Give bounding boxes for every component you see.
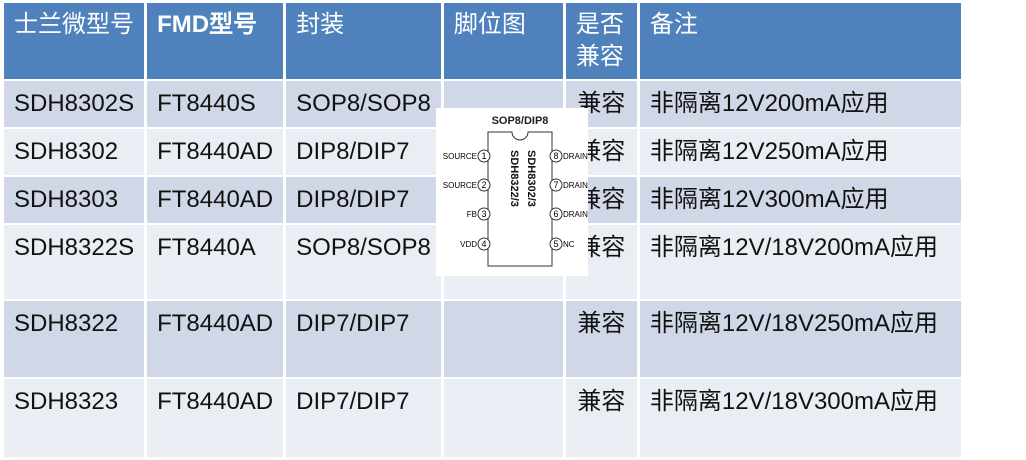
chip-label-8302: SDH8302/3 xyxy=(525,150,537,207)
header-compatible: 是否兼容 xyxy=(565,3,637,79)
cell-compat: 兼容 xyxy=(565,379,637,457)
pin-1: 1 SOURCE xyxy=(443,149,491,163)
cell-fmd: FT8440S xyxy=(147,81,284,127)
diagram-title: SOP8/DIP8 xyxy=(492,115,549,127)
cell-package: DIP7/DIP7 xyxy=(286,301,441,377)
svg-text:6: 6 xyxy=(553,209,558,219)
svg-text:8: 8 xyxy=(553,151,558,161)
pin-8: 8 DRAIN xyxy=(549,149,588,163)
pin-5: 5 NC xyxy=(549,237,575,251)
chip-outline xyxy=(487,131,553,267)
table-row: SDH8322S FT8440A SOP8/SOP8 兼容 非隔离12V/18V… xyxy=(4,225,961,299)
svg-text:FB: FB xyxy=(467,210,477,219)
cell-package: DIP7/DIP7 xyxy=(286,379,441,457)
svg-text:DRAIN: DRAIN xyxy=(563,181,588,190)
svg-text:SOURCE: SOURCE xyxy=(443,181,477,190)
table-row: SDH8302S FT8440S SOP8/SOP8 兼容 非隔离12V200m… xyxy=(4,81,961,127)
cell-silan: SDH8302 xyxy=(4,129,145,175)
svg-text:NC: NC xyxy=(563,240,575,249)
cell-package: DIP8/DIP7 xyxy=(286,129,441,175)
cell-note: 非隔离12V/18V300mA应用 xyxy=(639,379,961,457)
cell-package: DIP8/DIP7 xyxy=(286,177,441,223)
pin-6: 6 DRAIN xyxy=(549,207,588,221)
cell-silan: SDH8302S xyxy=(4,81,145,127)
right-pins: 8 DRAIN 7 DRAIN 6 DRAIN 5 NC xyxy=(549,149,588,251)
header-package: 封装 xyxy=(286,3,441,79)
svg-text:2: 2 xyxy=(481,180,486,190)
pin-2: 2 SOURCE xyxy=(443,178,491,192)
table-row: SDH8322 FT8440AD DIP7/DIP7 兼容 非隔离12V/18V… xyxy=(4,301,961,377)
svg-text:DRAIN: DRAIN xyxy=(563,210,588,219)
svg-text:DRAIN: DRAIN xyxy=(563,152,588,161)
cell-note: 非隔离12V/18V200mA应用 xyxy=(639,225,961,299)
cell-package: SOP8/SOP8 xyxy=(286,225,441,299)
cell-fmd: FT8440AD xyxy=(147,301,284,377)
header-pinout: 脚位图 xyxy=(443,3,563,79)
cell-pinout xyxy=(443,379,563,457)
cell-note: 非隔离12V200mA应用 xyxy=(639,81,961,127)
cell-fmd: FT8440AD xyxy=(147,177,284,223)
cell-note: 非隔离12V300mA应用 xyxy=(639,177,961,223)
cell-compat: 兼容 xyxy=(565,301,637,377)
header-fmd-model: FMD型号 xyxy=(147,3,284,79)
svg-text:7: 7 xyxy=(553,180,558,190)
header-row: 士兰微型号 FMD型号 封装 脚位图 是否兼容 备注 xyxy=(4,3,961,79)
cell-silan: SDH8322 xyxy=(4,301,145,377)
cell-note: 非隔离12V250mA应用 xyxy=(639,129,961,175)
cell-package: SOP8/SOP8 xyxy=(286,81,441,127)
cell-note: 非隔离12V/18V250mA应用 xyxy=(639,301,961,377)
cell-fmd: FT8440AD xyxy=(147,379,284,457)
cell-silan: SDH8322S xyxy=(4,225,145,299)
svg-text:3: 3 xyxy=(481,209,486,219)
cell-silan: SDH8323 xyxy=(4,379,145,457)
pinout-diagram: SOP8/DIP8 1 SOURCE 2 SOURCE 3 FB 4 VDD 8 DRAI… xyxy=(436,108,588,276)
cell-fmd: FT8440AD xyxy=(147,129,284,175)
pin-4: 4 VDD xyxy=(460,237,491,251)
table-row: SDH8323 FT8440AD DIP7/DIP7 兼容 非隔离12V/18V… xyxy=(4,379,961,457)
svg-text:4: 4 xyxy=(481,239,486,249)
svg-text:SOURCE: SOURCE xyxy=(443,152,477,161)
pin-7: 7 DRAIN xyxy=(549,178,588,192)
svg-text:1: 1 xyxy=(481,151,486,161)
left-pins: 1 SOURCE 2 SOURCE 3 FB 4 VDD xyxy=(443,149,491,251)
header-silan-model: 士兰微型号 xyxy=(4,3,145,79)
header-notes: 备注 xyxy=(639,3,961,79)
svg-text:5: 5 xyxy=(553,239,558,249)
svg-text:VDD: VDD xyxy=(460,240,477,249)
chip-label-8322: SDH8322/3 xyxy=(508,150,520,207)
cell-pinout xyxy=(443,301,563,377)
cell-silan: SDH8303 xyxy=(4,177,145,223)
cell-fmd: FT8440A xyxy=(147,225,284,299)
pin-3: 3 FB xyxy=(467,207,491,221)
